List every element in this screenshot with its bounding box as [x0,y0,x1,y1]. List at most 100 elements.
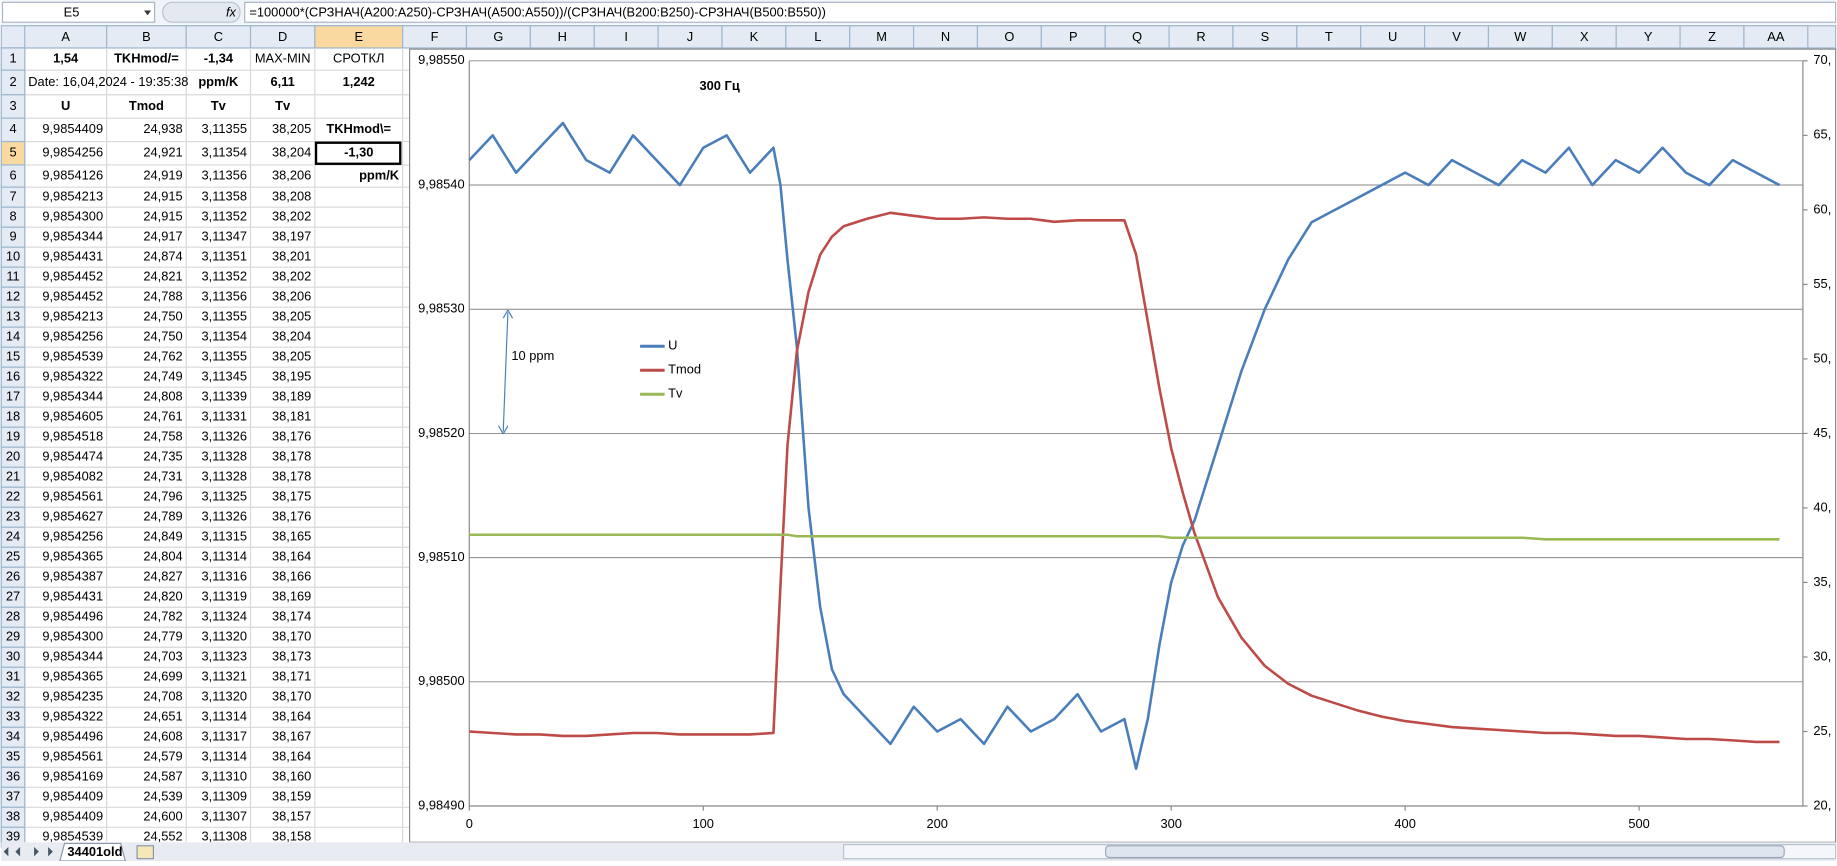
cell-text: 3,11358 [201,189,247,204]
cell-text: 38,205 [272,349,311,364]
cell-text: -1,30 [344,145,373,160]
series-line[interactable] [468,121,1781,770]
row-number: 37 [6,789,20,804]
cell-text: 3,11352 [201,269,247,284]
formula-buttons [162,1,241,23]
x-tick-label: 200 [926,816,947,831]
cell-text: 9,9854627 [42,509,103,524]
series-line[interactable] [469,211,1780,744]
cell-text: 24,820 [143,589,182,604]
cell-text: 3,11325 [201,489,247,504]
cell-text: 3,11316 [201,569,247,584]
cell-text: 3,11339 [201,389,247,404]
cell-text: -1,34 [204,50,234,65]
column-header[interactable] [1743,25,1809,49]
cell-text: 24,821 [143,269,182,284]
cell-text: 9,9854213 [42,189,103,204]
scroll-thumb[interactable] [1105,845,1785,859]
column-letter: T [1325,29,1333,44]
cell-text: 3,11308 [201,829,247,844]
cell-text: 9,9854322 [42,709,103,724]
row-number: 10 [6,249,20,264]
cell-text: 24,915 [143,209,182,224]
cell-text: TKHmod/= [114,50,179,65]
sheet-tab-label: 34401old [67,844,122,859]
y2-tick-label: 50, [1813,350,1831,365]
row-number: 29 [6,629,20,644]
row-number: 39 [6,829,20,844]
y-tick-label: 9,98500 [418,673,464,688]
cell-text: 24,587 [143,769,182,784]
row-number: 26 [6,569,20,584]
name-box-dropdown[interactable] [144,10,152,16]
cell-text: 9,9854300 [42,629,103,644]
formula-input[interactable] [244,1,1837,23]
row-number: 35 [6,749,20,764]
row-number: 9 [9,229,16,244]
cell-text: 3,11328 [201,469,247,484]
y-tick-label: 9,98510 [418,549,464,564]
cell-text: 38,164 [272,549,311,564]
column-letter: X [1580,29,1589,44]
cell-text: 24,779 [143,629,182,644]
cell-text: 9,9854605 [42,409,103,424]
y2-tick-label: 35, [1813,574,1831,589]
column-letter: H [558,29,567,44]
cell-text: 3,11310 [201,769,247,784]
cell-text: 24,921 [143,145,182,160]
cell-text: 38,157 [272,809,311,824]
column-letter: Y [1644,29,1653,44]
y-tick-label: 9,98490 [418,797,464,812]
cell-text: 3,11355 [201,309,247,324]
cell-text: 9,9854322 [42,369,103,384]
row-number: 8 [9,209,16,224]
y2-tick-label: 40, [1813,499,1831,514]
cell-text: 38,178 [272,469,311,484]
column-letter: AA [1767,29,1785,44]
y2-tick-label: 70, [1813,52,1831,67]
row-number: 20 [6,449,20,464]
cell-text: 9,9854344 [42,229,103,244]
cell-text: 9,9854082 [42,469,103,484]
cell-text: 9,9854300 [42,209,103,224]
cell-text: 24,750 [143,309,182,324]
cell-text: 24,762 [143,349,182,364]
cell-text: 24,827 [143,569,182,584]
x-tick-label: 0 [466,816,473,831]
cell-text: 9,9854169 [42,769,103,784]
row-number: 15 [6,349,20,364]
x-tick-label: 300 [1160,816,1181,831]
x-tick-label: 100 [693,816,714,831]
cell-text: 38,181 [272,409,311,424]
cell-text: 38,205 [272,121,311,136]
cell-text: 38,195 [272,369,311,384]
name-box[interactable] [1,1,156,23]
column-letter: A [61,29,70,44]
chart-area[interactable] [409,48,1837,843]
row-number: 24 [6,529,20,544]
new-sheet[interactable] [136,845,155,860]
cell-text: 9,9854518 [42,429,103,444]
fx-icon[interactable]: fx [226,4,237,19]
cell-text: 9,9854561 [42,489,103,504]
column-letter: J [687,29,693,44]
cell-text: 3,11314 [201,549,247,564]
cell-text: 24,761 [143,409,182,424]
series-line[interactable] [469,533,1780,541]
cell-text: 38,189 [272,389,311,404]
row-number: 27 [6,589,20,604]
cell-text: 9,9854126 [42,167,103,182]
cell-text: 9,9854496 [42,609,103,624]
row-number: 2 [9,74,16,89]
active-cell[interactable] [314,141,402,165]
y2-tick-label: 45, [1813,425,1831,440]
cell-text: 38,160 [272,769,311,784]
row-number: 21 [6,469,20,484]
cell-text: 3,11326 [201,429,247,444]
row-number: 31 [6,669,20,684]
cell-text: 9,9854365 [42,669,103,684]
cell-text: Tmod [129,98,164,113]
cell-text: 38,169 [272,589,311,604]
cell-text: 38,206 [272,289,311,304]
